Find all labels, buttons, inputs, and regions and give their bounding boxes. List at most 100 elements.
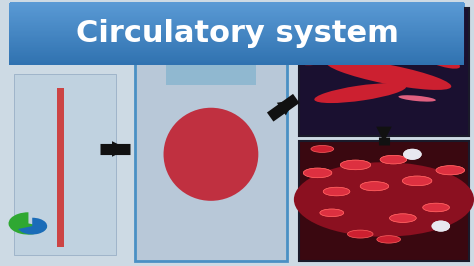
Bar xyxy=(14,74,116,255)
Bar xyxy=(9,14,465,15)
Ellipse shape xyxy=(402,176,432,186)
Ellipse shape xyxy=(323,187,350,196)
Bar xyxy=(10,6,464,7)
Bar xyxy=(10,52,464,53)
Ellipse shape xyxy=(390,214,416,222)
Bar xyxy=(10,25,464,26)
Bar xyxy=(9,33,465,34)
Ellipse shape xyxy=(399,95,436,102)
Bar xyxy=(5,69,126,261)
Bar xyxy=(9,15,465,16)
Ellipse shape xyxy=(340,160,371,170)
Bar xyxy=(9,36,465,37)
Bar xyxy=(9,23,465,24)
Bar xyxy=(166,19,256,85)
Ellipse shape xyxy=(380,155,407,164)
Bar xyxy=(10,63,464,65)
Bar xyxy=(10,45,464,46)
Bar xyxy=(10,56,464,57)
Bar xyxy=(9,13,465,14)
Bar xyxy=(10,13,464,15)
Bar xyxy=(9,54,465,55)
Bar xyxy=(10,3,464,5)
Circle shape xyxy=(404,149,421,159)
Bar xyxy=(9,62,465,63)
Bar xyxy=(9,49,465,51)
Bar xyxy=(10,37,464,38)
Bar xyxy=(9,53,465,54)
Bar xyxy=(10,57,464,59)
Bar xyxy=(9,11,465,12)
Ellipse shape xyxy=(301,31,401,65)
Bar xyxy=(10,55,464,56)
Bar xyxy=(9,17,465,18)
Bar xyxy=(9,59,465,60)
Bar xyxy=(9,41,465,42)
Bar xyxy=(9,6,465,7)
Bar xyxy=(10,12,464,13)
Ellipse shape xyxy=(320,209,344,217)
Bar xyxy=(9,58,465,59)
Ellipse shape xyxy=(294,162,474,237)
Bar xyxy=(9,57,465,58)
Bar xyxy=(10,32,464,33)
Bar xyxy=(9,28,465,29)
Bar xyxy=(10,48,464,50)
Bar xyxy=(10,17,464,18)
Wedge shape xyxy=(9,212,47,235)
Bar xyxy=(9,61,465,62)
Bar xyxy=(9,47,465,48)
Bar xyxy=(9,31,465,32)
Ellipse shape xyxy=(402,176,432,186)
Ellipse shape xyxy=(436,166,465,175)
Bar xyxy=(9,37,465,38)
Bar xyxy=(9,30,465,31)
Ellipse shape xyxy=(323,187,350,196)
Bar xyxy=(10,51,464,52)
Ellipse shape xyxy=(326,59,451,90)
Bar xyxy=(10,18,464,20)
Bar xyxy=(10,33,464,35)
Bar xyxy=(10,23,464,25)
Bar xyxy=(9,44,465,45)
Bar xyxy=(10,11,464,12)
Ellipse shape xyxy=(380,24,436,56)
Bar xyxy=(10,50,464,51)
Bar xyxy=(9,52,465,53)
Bar xyxy=(9,40,465,41)
Bar xyxy=(9,9,465,10)
Bar xyxy=(10,22,464,23)
Bar xyxy=(9,38,465,39)
Bar xyxy=(9,4,465,5)
Bar xyxy=(10,60,464,61)
Bar xyxy=(10,9,464,10)
Bar xyxy=(10,53,464,55)
Bar xyxy=(10,46,464,47)
Bar xyxy=(9,55,465,56)
Bar xyxy=(9,18,465,19)
Ellipse shape xyxy=(164,108,258,201)
Bar xyxy=(9,32,465,33)
Bar xyxy=(299,141,469,261)
Circle shape xyxy=(432,221,449,231)
Ellipse shape xyxy=(436,166,465,175)
Ellipse shape xyxy=(314,83,406,103)
Bar xyxy=(10,5,464,6)
Bar xyxy=(10,61,464,62)
Bar xyxy=(10,16,464,17)
Bar xyxy=(10,47,464,48)
Bar xyxy=(10,31,464,32)
Ellipse shape xyxy=(390,214,416,222)
Bar xyxy=(135,8,287,261)
Bar xyxy=(9,48,465,49)
Bar xyxy=(9,45,465,47)
Bar xyxy=(9,19,465,20)
Bar xyxy=(9,29,465,30)
Bar xyxy=(10,43,464,45)
Bar xyxy=(9,20,465,22)
Bar xyxy=(9,60,465,61)
Bar xyxy=(10,30,464,31)
Ellipse shape xyxy=(347,230,373,238)
Bar xyxy=(10,10,464,11)
Bar xyxy=(57,88,64,247)
